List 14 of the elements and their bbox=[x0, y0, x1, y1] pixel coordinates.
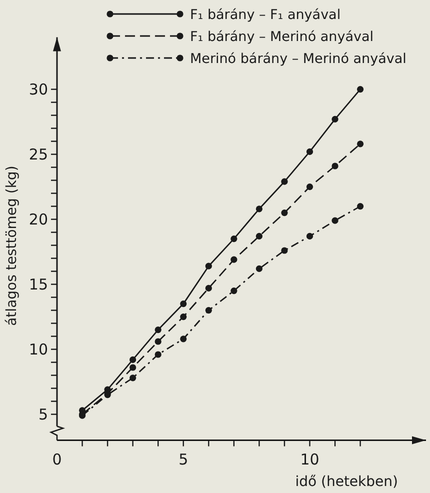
y-tick-label: 30 bbox=[28, 80, 48, 98]
y-tick-label: 15 bbox=[28, 275, 48, 294]
legend-label: Merinó bárány – Merinó anyával bbox=[190, 51, 406, 67]
y-tick-label: 20 bbox=[28, 210, 48, 228]
x-tick-label: 5 bbox=[178, 450, 188, 468]
x-tick-label: 0 bbox=[52, 450, 62, 468]
legend-label: F₁ bárány – Merinó anyával bbox=[190, 29, 374, 45]
y-tick-label: 5 bbox=[38, 405, 48, 424]
y-tick-label: 25 bbox=[28, 145, 48, 164]
x-axis-title: idő (hetekben) bbox=[295, 474, 398, 490]
legend-label: F₁ bárány – F₁ anyával bbox=[190, 7, 341, 23]
y-tick-label: 10 bbox=[28, 340, 48, 358]
y-axis-title: átlagos testtömeg (kg) bbox=[4, 166, 20, 326]
x-tick-label: 10 bbox=[300, 450, 320, 468]
